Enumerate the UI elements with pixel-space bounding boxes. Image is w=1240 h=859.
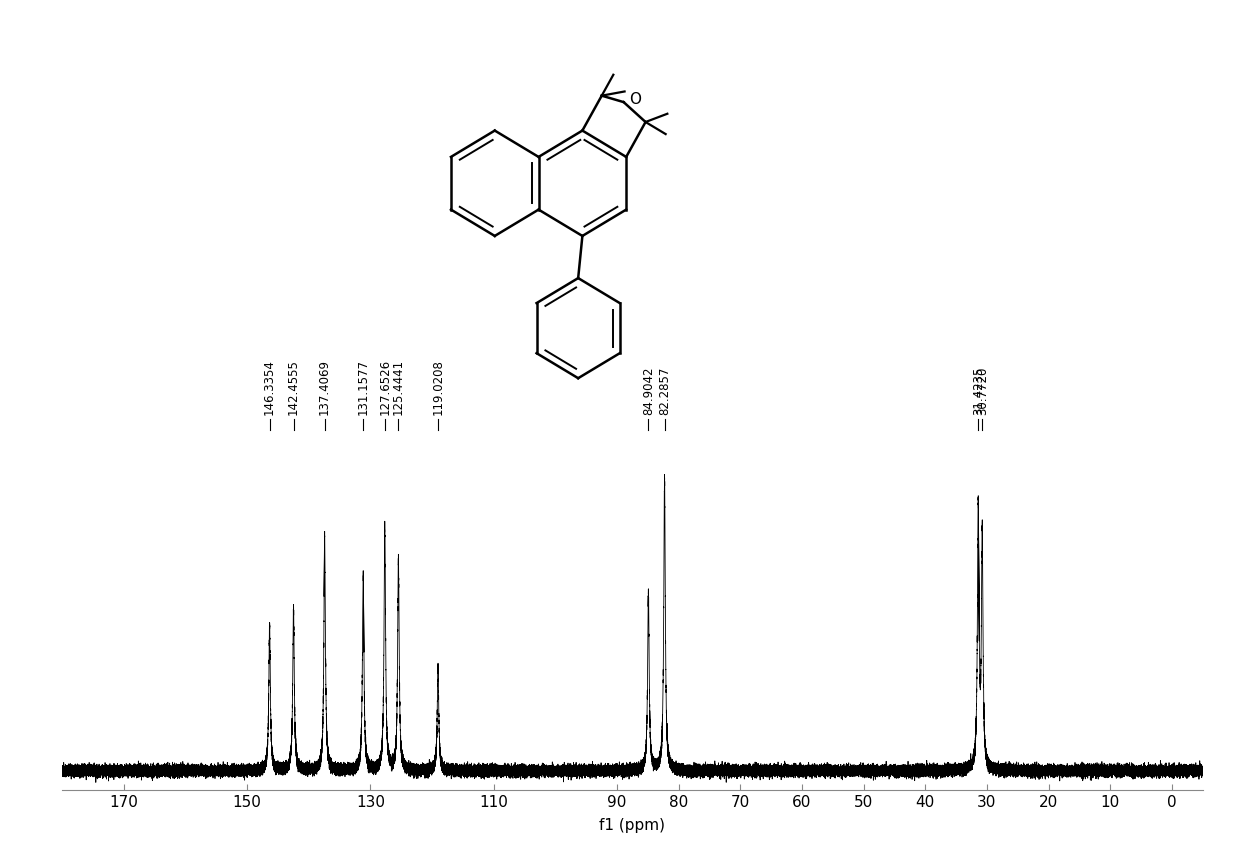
Text: 82.2857: 82.2857 — [658, 367, 671, 415]
Text: 31.4235: 31.4235 — [972, 367, 985, 415]
Text: 119.0208: 119.0208 — [432, 359, 444, 415]
Text: 125.4441: 125.4441 — [392, 359, 405, 415]
Text: 131.1577: 131.1577 — [357, 359, 370, 415]
Text: 30.7720: 30.7720 — [976, 367, 988, 415]
X-axis label: f1 (ppm): f1 (ppm) — [599, 819, 666, 833]
Text: 142.4555: 142.4555 — [286, 359, 300, 415]
Text: 137.4069: 137.4069 — [319, 359, 331, 415]
Text: 146.3354: 146.3354 — [263, 359, 277, 415]
Text: 84.9042: 84.9042 — [642, 367, 655, 415]
Text: O: O — [629, 93, 641, 107]
Text: 127.6526: 127.6526 — [378, 359, 392, 415]
